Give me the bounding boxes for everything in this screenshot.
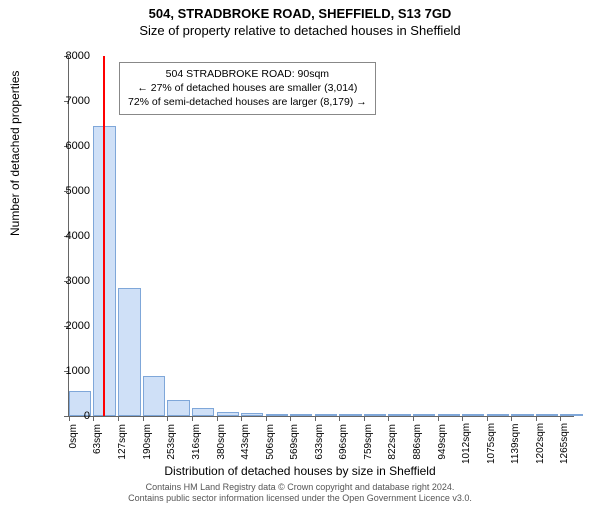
page-title-line1: 504, STRADBROKE ROAD, SHEFFIELD, S13 7GD <box>0 6 600 21</box>
histogram-bar <box>364 414 386 416</box>
footer-line2: Contains public sector information licen… <box>0 493 600 504</box>
property-marker-line <box>103 56 105 416</box>
x-tick-label: 190sqm <box>142 424 153 464</box>
x-tick-mark <box>241 416 242 421</box>
y-tick-label: 7000 <box>50 95 90 107</box>
infobox-line1: 504 STRADBROKE ROAD: 90sqm <box>128 67 367 81</box>
x-tick-label: 633sqm <box>314 424 325 464</box>
x-tick-mark <box>217 416 218 421</box>
y-tick-label: 1000 <box>50 365 90 377</box>
x-tick-mark <box>388 416 389 421</box>
x-tick-label: 1202sqm <box>535 424 546 464</box>
histogram-bar <box>290 414 312 416</box>
page-title-line2: Size of property relative to detached ho… <box>0 23 600 38</box>
infobox-line3: 72% of semi-detached houses are larger (… <box>128 95 367 109</box>
histogram-bar <box>511 414 533 416</box>
y-tick-label: 4000 <box>50 230 90 242</box>
x-tick-mark <box>192 416 193 421</box>
x-tick-label: 0sqm <box>68 424 79 464</box>
histogram-bar <box>118 288 140 416</box>
x-tick-mark <box>266 416 267 421</box>
x-tick-label: 316sqm <box>191 424 202 464</box>
x-tick-label: 696sqm <box>338 424 349 464</box>
x-tick-label: 380sqm <box>216 424 227 464</box>
footer: Contains HM Land Registry data © Crown c… <box>0 482 600 504</box>
histogram-bar <box>315 414 337 416</box>
x-tick-mark <box>315 416 316 421</box>
x-tick-mark <box>560 416 561 421</box>
histogram-bar <box>167 400 189 416</box>
x-tick-label: 949sqm <box>437 424 448 464</box>
y-axis-label: Number of detached properties <box>8 71 22 236</box>
x-tick-label: 1012sqm <box>461 424 472 464</box>
property-info-box: 504 STRADBROKE ROAD: 90sqm ← 27% of deta… <box>119 62 376 115</box>
y-tick-label: 2000 <box>50 320 90 332</box>
footer-line1: Contains HM Land Registry data © Crown c… <box>0 482 600 493</box>
histogram-bar <box>266 414 288 416</box>
histogram-bar <box>143 376 165 417</box>
x-tick-label: 886sqm <box>412 424 423 464</box>
x-tick-label: 127sqm <box>117 424 128 464</box>
x-tick-mark <box>290 416 291 421</box>
x-tick-mark <box>462 416 463 421</box>
histogram-bar <box>241 413 263 416</box>
x-tick-label: 759sqm <box>363 424 374 464</box>
histogram-bar <box>339 414 361 416</box>
x-tick-mark <box>93 416 94 421</box>
x-tick-mark <box>339 416 340 421</box>
histogram-bar <box>536 414 558 416</box>
y-tick-label: 5000 <box>50 185 90 197</box>
x-tick-label: 822sqm <box>387 424 398 464</box>
x-tick-mark <box>413 416 414 421</box>
x-axis-label: Distribution of detached houses by size … <box>0 464 600 478</box>
histogram-chart: 504 STRADBROKE ROAD: 90sqm ← 27% of deta… <box>68 56 574 417</box>
x-tick-label: 506sqm <box>265 424 276 464</box>
x-tick-mark <box>511 416 512 421</box>
x-tick-mark <box>118 416 119 421</box>
histogram-bar <box>217 412 239 417</box>
x-tick-mark <box>438 416 439 421</box>
x-tick-label: 1265sqm <box>559 424 570 464</box>
y-tick-label: 3000 <box>50 275 90 287</box>
y-tick-label: 6000 <box>50 140 90 152</box>
x-tick-label: 63sqm <box>92 424 103 464</box>
infobox-line2: ← 27% of detached houses are smaller (3,… <box>128 81 367 95</box>
x-tick-label: 1139sqm <box>510 424 521 464</box>
histogram-bar <box>560 414 582 416</box>
x-tick-mark <box>487 416 488 421</box>
y-tick-label: 0 <box>50 410 90 422</box>
x-tick-label: 1075sqm <box>486 424 497 464</box>
x-tick-mark <box>364 416 365 421</box>
y-tick-label: 8000 <box>50 50 90 62</box>
histogram-bar <box>438 414 460 416</box>
x-tick-mark <box>143 416 144 421</box>
histogram-bar <box>388 414 410 416</box>
histogram-bar <box>192 408 214 416</box>
x-tick-mark <box>536 416 537 421</box>
histogram-bar <box>487 414 509 416</box>
x-tick-label: 569sqm <box>289 424 300 464</box>
x-tick-label: 253sqm <box>166 424 177 464</box>
histogram-bar <box>462 414 484 416</box>
histogram-bar <box>413 414 435 416</box>
x-tick-label: 443sqm <box>240 424 251 464</box>
x-tick-mark <box>167 416 168 421</box>
